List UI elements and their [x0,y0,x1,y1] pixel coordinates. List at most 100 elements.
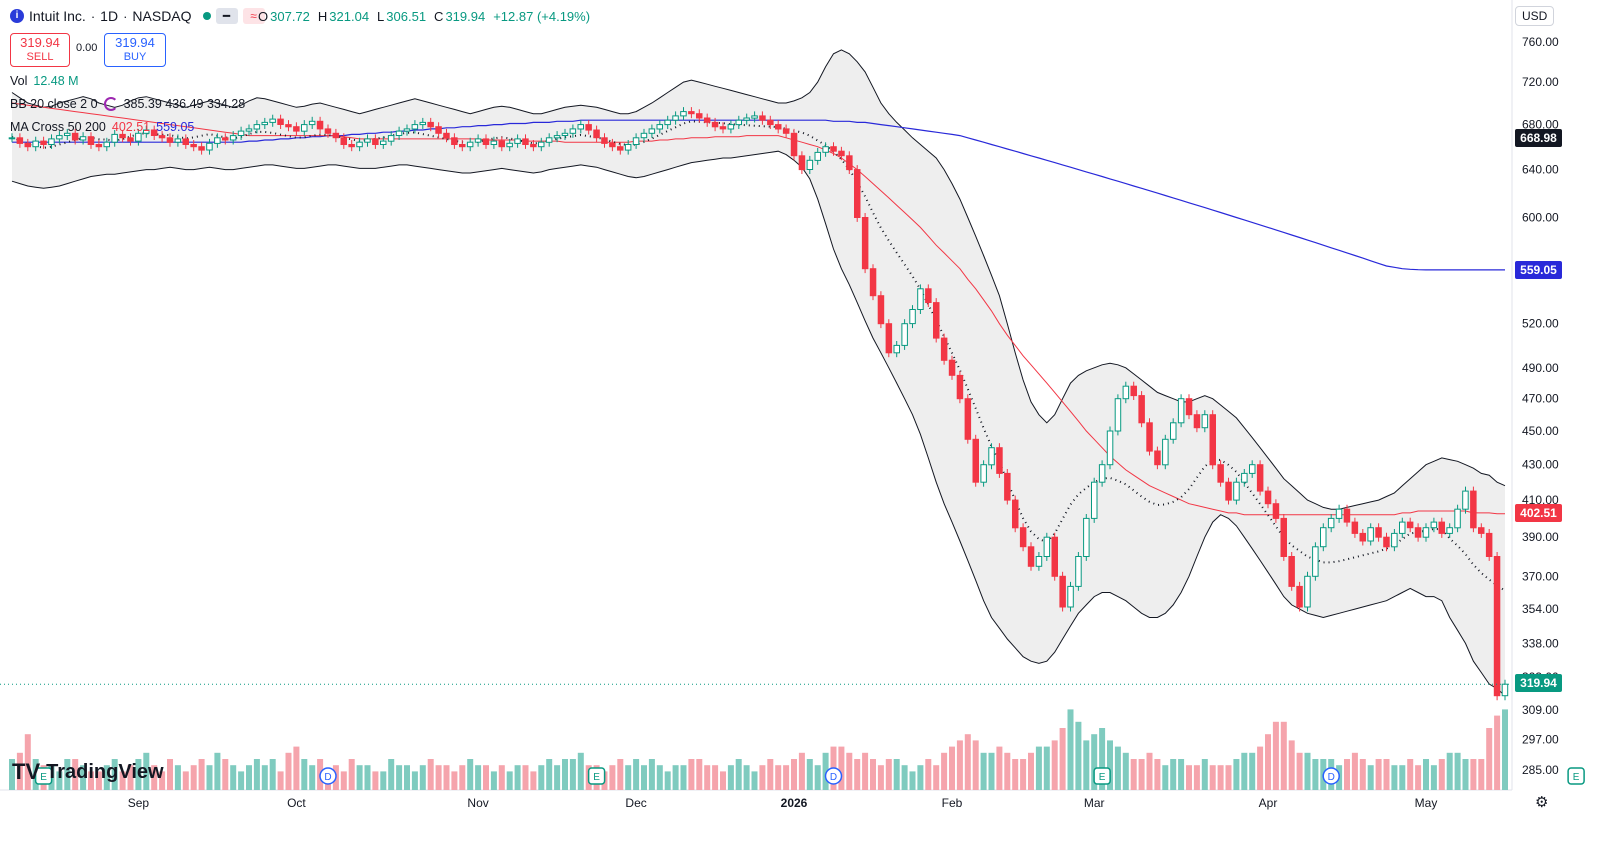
volume-bar [633,759,640,790]
y-tick-label: 285.00 [1522,763,1559,777]
earnings-icon [1567,767,1585,785]
ma50-value: 402.51 [111,120,151,134]
y-tick-label: 760.00 [1522,35,1559,49]
intuit-logo-icon: i [10,9,24,23]
compare-button[interactable]: ≈ [242,8,265,24]
candle-body [474,138,482,143]
volume-bar [261,765,268,790]
price-tag-last-high: 668.98 [1515,129,1562,147]
volume-bar [743,765,750,790]
y-tick-label: 640.00 [1522,163,1559,177]
candle-body [1335,508,1343,519]
candle-body [498,140,505,148]
candle-body [1249,464,1256,474]
volume-bar [514,765,521,790]
volume-bar [364,765,371,790]
candle-body [719,126,727,130]
volume-bar [988,752,995,790]
candle-body [293,126,300,132]
candle-body [143,129,150,134]
volume-bar [1083,740,1090,790]
candle-body [1327,517,1335,529]
x-tick-label: May [1415,796,1438,810]
y-tick-label: 390.00 [1522,530,1559,544]
volume-bar [1351,752,1358,790]
logo-text: TradingView [46,760,164,783]
candle-body [1414,527,1422,538]
earnings-icon [587,767,606,785]
candle-body [538,141,545,148]
candle-body [1027,546,1035,567]
volume-bar [1186,765,1192,790]
candle-body [1146,422,1153,452]
candle-body [561,132,569,137]
tradingview-icon: TV [12,759,41,784]
low-value: 306.51 [386,9,427,24]
candle-body [16,137,24,144]
volume-bar [1162,765,1169,790]
candle-body [48,138,55,145]
volume-bar [182,771,189,790]
candle-body [229,135,237,141]
x-tick-label: Apr [1259,796,1278,810]
candle-body [1470,490,1477,529]
candle-body [814,151,821,161]
candle-body [1351,521,1359,534]
volume-bar [1257,746,1264,790]
volume-bar [546,759,553,790]
volume-bar [206,765,213,790]
candle-body [506,142,513,148]
candle-body [830,146,837,152]
volume-bar [411,771,418,790]
ma-legend[interactable]: MA Cross 50 200 402.51 559.05 [10,120,194,134]
candle-body [1051,536,1058,577]
volume-bar [380,771,387,790]
interval[interactable]: 1D [100,8,119,24]
candle-body [648,128,656,134]
volume-bar [980,752,987,790]
candle-body [893,344,900,354]
y-tick-label: 470.00 [1522,392,1559,406]
volume-bar [190,765,197,790]
minus-button[interactable]: ━ [215,8,238,24]
y-tick-label: 600.00 [1522,211,1559,225]
candle-body [696,113,703,119]
symbol-name[interactable]: Intuit Inc. [29,8,86,24]
volume-bar [348,759,355,790]
close-value: 319.94 [445,9,486,24]
volume-bar [103,765,110,790]
candle-body [553,135,561,139]
volume-bar [1430,765,1437,790]
volume-bar [1446,752,1453,790]
buy-button[interactable]: 319.94 BUY [104,33,166,67]
volume-bar [806,759,813,790]
open-label: O [258,9,269,24]
candle-body [1359,532,1366,542]
sell-button[interactable]: 319.94 SELL [10,33,70,67]
bb-basis-line [11,120,1506,592]
volume-bar [1502,709,1508,790]
tradingview-logo[interactable]: TV TradingView [12,759,164,785]
volume-bar [759,765,766,790]
volume-bar [530,771,537,790]
candle-body [782,128,790,134]
candle-body [174,138,182,143]
volume-bar [625,765,632,790]
loading-icon [103,97,118,111]
candle-body [1225,481,1232,501]
bb-legend[interactable]: BB 20 close 2 0 385.39 436.49 334.28 [10,97,245,111]
currency-button[interactable]: USD [1515,6,1555,26]
candle-body [790,132,798,157]
candle-body [32,140,39,148]
volume-bar [1146,752,1153,790]
vol-legend[interactable]: Vol 12.48 M [10,74,79,88]
candle-body [253,124,261,130]
settings-icon[interactable]: ⚙ [1535,794,1549,811]
candle-body [838,150,845,157]
volume-bar [127,765,134,790]
volume-bar [1075,721,1082,790]
candle-body [332,132,340,139]
candle-body [127,137,134,142]
